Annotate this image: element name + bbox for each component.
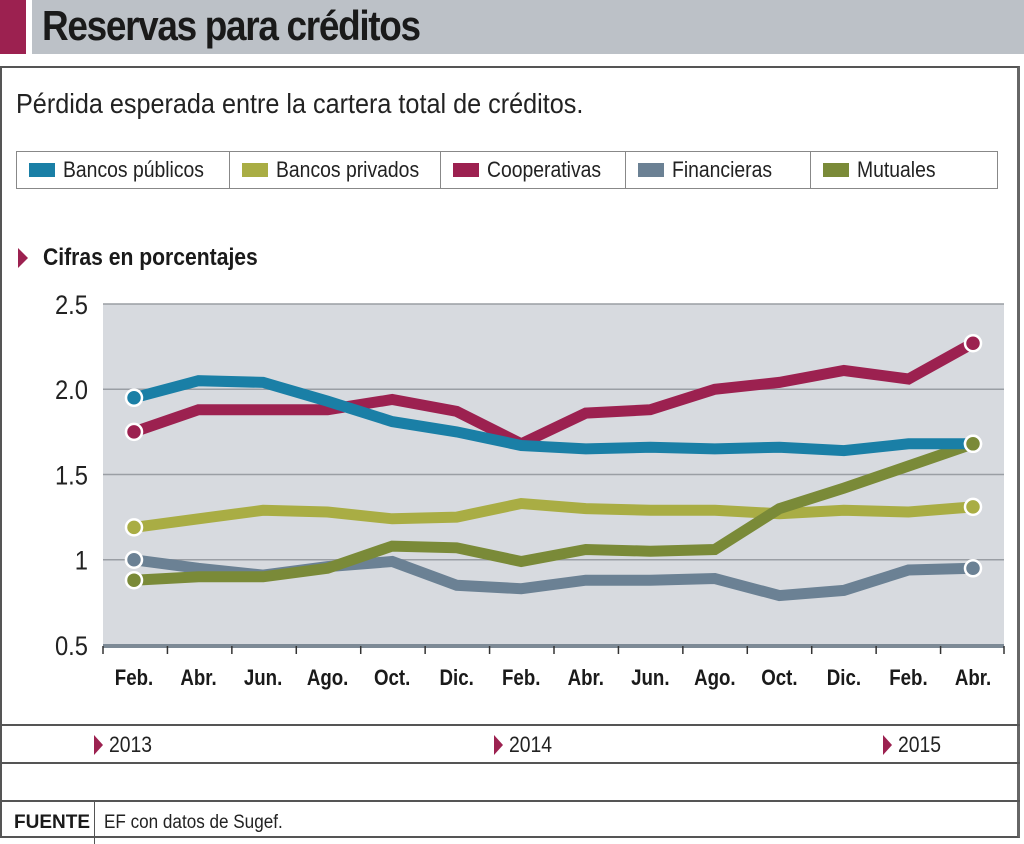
y-tick-label: 0.5	[55, 632, 88, 662]
x-tick-label: Feb.	[115, 667, 153, 691]
legend-label: Bancos públicos	[63, 157, 204, 182]
legend-swatch	[242, 163, 268, 177]
legend-item-cooperativas: Cooperativas	[441, 152, 626, 188]
x-tick-label: Feb.	[889, 667, 927, 691]
y-tick-label: 1	[75, 546, 88, 576]
endpoint-marker-mutuales	[963, 434, 983, 454]
year-text: 2015	[898, 732, 942, 757]
source-row: FUENTE EF con datos de Sugef.	[0, 800, 1020, 844]
legend-swatch	[29, 163, 55, 177]
series-line-cooperativas	[132, 338, 976, 450]
year-text: 2013	[109, 732, 153, 757]
endpoint-marker-bancos-privados	[963, 497, 983, 517]
x-tick-label: Dic.	[440, 667, 474, 691]
legend-item-mutuales: Mutuales	[811, 152, 997, 188]
legend-item-bancos-privados: Bancos privados	[230, 152, 441, 188]
year-row: 2013 2014 2015	[0, 724, 1020, 764]
title-accent-block	[0, 0, 26, 54]
year-label-2014: 2014	[494, 732, 558, 758]
year-text: 2014	[509, 732, 553, 757]
legend-label: Financieras	[672, 157, 773, 182]
x-tick-label: Dic.	[827, 667, 861, 691]
source-text: EF con datos de Sugef.	[104, 812, 283, 833]
x-tick-label: Abr.	[568, 667, 604, 691]
triangle-bullet-icon	[494, 735, 503, 755]
legend-swatch	[823, 163, 849, 177]
x-tick-label: Jun.	[631, 667, 669, 691]
endpoint-marker-mutuales	[124, 570, 144, 590]
x-tick-label: Ago.	[694, 667, 736, 691]
legend: Bancos públicos Bancos privados Cooperat…	[16, 151, 998, 189]
series-line-bancos-privados	[133, 497, 974, 533]
triangle-bullet-icon	[94, 735, 103, 755]
endpoint-marker-bancos-privados	[124, 518, 144, 537]
source-label: FUENTE	[14, 812, 90, 833]
legend-item-financieras: Financieras	[626, 152, 811, 188]
endpoint-marker-cooperativas	[963, 333, 983, 353]
line-chart: 0.5 1 1.5 2.0 2.5 Feb. Abr. Jun. Ago. Oct. Dic. Feb…	[55, 291, 1005, 691]
x-tick-label: Jun.	[244, 667, 282, 691]
legend-label: Cooperativas	[487, 157, 602, 182]
chart-title: Reservas para créditos	[42, 2, 421, 49]
units-label: Cifras en porcentajes	[18, 244, 287, 272]
endpoint-marker-financieras	[124, 550, 144, 569]
endpoint-marker-cooperativas	[124, 422, 144, 442]
title-background	[32, 0, 1024, 54]
series-line-bancos-publicos	[132, 375, 973, 457]
endpoint-marker-financieras	[963, 559, 983, 578]
year-label-2015: 2015	[883, 732, 947, 758]
chart-subtitle: Pérdida esperada entre la cartera total …	[16, 88, 584, 119]
x-tick-label: Abr.	[955, 667, 991, 691]
triangle-bullet-icon	[883, 735, 892, 755]
legend-swatch	[638, 163, 664, 177]
x-tick-label: Oct.	[374, 667, 410, 691]
series-line-mutuales	[133, 438, 975, 586]
x-tick-label: Oct.	[761, 667, 797, 691]
legend-item-bancos-publicos: Bancos públicos	[17, 152, 230, 188]
x-tick-label: Abr.	[180, 667, 216, 691]
legend-label: Bancos privados	[276, 157, 420, 182]
divider	[94, 802, 95, 844]
y-tick-label: 2.5	[55, 291, 88, 321]
x-tick-label: Ago.	[307, 667, 349, 691]
endpoint-marker-bancos-publicos	[124, 388, 144, 408]
legend-label: Mutuales	[857, 157, 936, 182]
y-tick-label: 2.0	[55, 376, 88, 406]
x-tick-label: Feb.	[502, 667, 540, 691]
year-label-2013: 2013	[94, 732, 158, 758]
units-label-text: Cifras en porcentajes	[43, 244, 258, 271]
y-tick-label: 1.5	[55, 461, 88, 491]
triangle-bullet-icon	[18, 248, 28, 268]
legend-swatch	[453, 163, 479, 177]
chart-frame	[0, 66, 1020, 838]
title-bar: Reservas para créditos	[0, 0, 1024, 56]
